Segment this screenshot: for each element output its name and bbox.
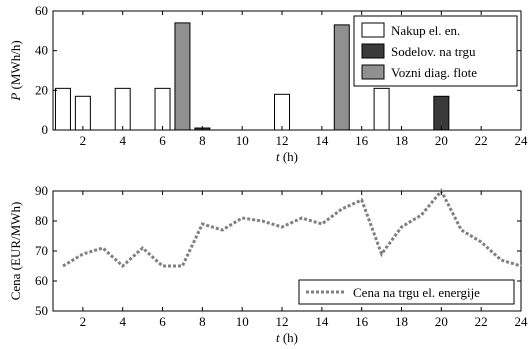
y-axis-label: Cena (EUR/MWh) (8, 202, 23, 301)
y-tick-label: 90 (35, 183, 48, 198)
y-axis-label: P (MWh/h) (8, 40, 23, 101)
x-tick-label: 6 (159, 133, 166, 148)
x-tick-label: 4 (119, 133, 126, 148)
bar-series-1-1 (54, 87, 71, 131)
legend-swatch-2 (361, 43, 385, 59)
legend-swatch-1 (361, 22, 385, 38)
x-tick-label: 24 (515, 133, 528, 148)
x-tick-label: 14 (315, 314, 329, 329)
bar-series-3-2 (333, 24, 350, 131)
bar-series-1-4 (154, 87, 171, 131)
bar-series-1-6 (373, 87, 390, 131)
x-axis-label: t (h) (276, 149, 298, 164)
y-tick-label: 60 (35, 273, 48, 288)
bar-series-1-2 (74, 95, 91, 131)
legend-swatch-3 (361, 64, 385, 80)
x-tick-label: 4 (119, 314, 126, 329)
y-tick-label: 70 (35, 243, 48, 258)
x-axis-label: t (h) (276, 330, 298, 345)
x-tick-label: 20 (435, 133, 448, 148)
price-line (62, 188, 522, 269)
x-tick-label: 2 (80, 133, 87, 148)
legend-label-3: Vozni diag. flote (391, 65, 477, 80)
x-tick-label: 8 (199, 314, 206, 329)
x-tick-label: 18 (395, 314, 408, 329)
y-tick-label: 40 (35, 43, 48, 58)
x-tick-label: 22 (475, 314, 488, 329)
legend-box (298, 279, 515, 305)
x-tick-label: 14 (315, 133, 329, 148)
legend-label-2: Sodelov. na trgu (391, 44, 476, 59)
bar-series-1-3 (114, 87, 131, 131)
x-tick-label: 16 (355, 314, 369, 329)
x-tick-label: 24 (515, 314, 528, 329)
x-tick-label: 16 (355, 133, 369, 148)
x-tick-label: 8 (199, 133, 206, 148)
x-tick-label: 10 (236, 133, 249, 148)
legend-label-1: Cena na trgu el. energije (353, 285, 480, 300)
x-tick-label: 2 (80, 314, 87, 329)
y-tick-label: 80 (35, 213, 48, 228)
x-tick-label: 12 (276, 133, 289, 148)
x-tick-label: 6 (159, 314, 166, 329)
y-tick-label: 50 (35, 303, 48, 318)
bar-series-2-2 (433, 95, 450, 131)
bar-series-1-5 (274, 93, 291, 131)
y-tick-label: 20 (35, 82, 48, 97)
x-tick-label: 22 (475, 133, 488, 148)
x-tick-label: 10 (236, 314, 249, 329)
x-tick-label: 18 (395, 133, 408, 148)
bar-series-3-1 (174, 22, 191, 131)
y-tick-label: 0 (42, 122, 49, 137)
x-tick-label: 20 (435, 314, 448, 329)
x-tick-label: 12 (276, 314, 289, 329)
legend-label-1: Nakup el. en. (391, 23, 460, 38)
y-tick-label: 60 (35, 3, 48, 18)
